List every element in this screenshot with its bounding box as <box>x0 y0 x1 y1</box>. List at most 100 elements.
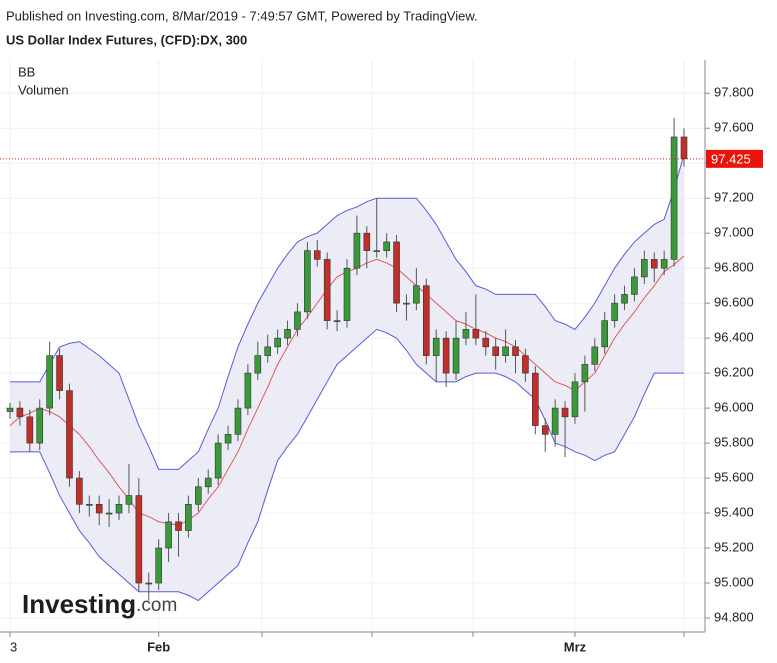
y-tick-label: 97.600 <box>714 120 754 135</box>
candle-body <box>333 320 341 322</box>
candle-body <box>313 250 321 260</box>
candle-body <box>403 302 410 305</box>
candle-body <box>502 346 509 356</box>
candle-body <box>432 337 440 356</box>
candle-body <box>115 504 123 514</box>
legend-item: Volumen <box>18 82 69 97</box>
chart-subtitle: Published on Investing.com, 8/Mar/2019 -… <box>6 8 478 23</box>
candle-body <box>680 136 688 160</box>
candle-body <box>591 346 599 365</box>
candle-body <box>16 407 24 418</box>
candle-body <box>284 329 291 339</box>
candle-body <box>393 241 400 304</box>
candle-body <box>36 407 44 444</box>
candle-body <box>304 250 311 313</box>
candle-body <box>413 285 420 304</box>
y-tick-label: 97.200 <box>714 190 754 205</box>
candle-body <box>442 337 450 374</box>
candle-body <box>541 425 549 435</box>
candle-body <box>224 434 232 444</box>
candle-body <box>46 355 53 409</box>
y-tick-label: 96.800 <box>714 260 754 275</box>
watermark-suffix: .com <box>136 595 177 616</box>
y-tick-label: 95.600 <box>714 470 754 485</box>
candle-body <box>462 329 470 339</box>
y-tick-label: 96.400 <box>714 330 754 345</box>
legend-item: BB <box>18 64 35 79</box>
candle-body <box>650 259 658 269</box>
candle-body <box>611 302 618 321</box>
y-tick-label: 96.000 <box>714 400 754 415</box>
x-tick-label: Feb <box>147 639 170 654</box>
candle-body <box>244 372 252 409</box>
candle-body <box>452 337 460 374</box>
plot-area <box>0 117 705 602</box>
band-upper <box>10 154 685 470</box>
y-tick-label: 96.600 <box>714 295 754 310</box>
candle-body <box>472 329 480 339</box>
candle-body <box>145 582 153 585</box>
y-tick-label: 95.200 <box>714 539 754 554</box>
candle-body <box>343 267 351 321</box>
y-tick-label: 94.800 <box>714 609 754 624</box>
candle-body <box>26 416 34 444</box>
candle-body <box>6 407 14 412</box>
watermark-main: Investing <box>22 589 136 619</box>
candle-body <box>125 495 133 505</box>
candle-body <box>660 259 668 269</box>
y-tick-label: 97.800 <box>714 85 754 100</box>
last-price-label: 97.425 <box>711 151 751 166</box>
y-tick-label: 95.000 <box>714 574 754 589</box>
chart-title: US Dollar Index Futures, (CFD):DX, 300 <box>6 32 247 47</box>
y-tick-label: 96.200 <box>714 365 754 380</box>
band-lower <box>10 328 684 602</box>
candle-body <box>95 504 103 514</box>
candle-body <box>155 547 162 584</box>
candle-body <box>264 346 272 356</box>
candle-body <box>551 407 559 435</box>
y-tick-label: 95.400 <box>714 504 754 519</box>
candle-body <box>670 136 678 260</box>
candle-body <box>195 486 202 505</box>
candle-body <box>492 346 499 356</box>
candle-body <box>522 355 529 374</box>
x-tick-label: 3 <box>10 639 17 654</box>
candle-body <box>76 477 83 505</box>
candle-body <box>66 390 73 479</box>
candle-body <box>621 294 628 304</box>
candle-body <box>532 372 539 426</box>
watermark: Investing.com <box>22 589 177 619</box>
candle-body <box>105 512 113 515</box>
candle-body <box>135 495 143 584</box>
candle-body <box>641 259 648 278</box>
candle-body <box>274 337 281 348</box>
candle-body <box>234 407 242 435</box>
candle-body <box>175 521 182 531</box>
candle-body <box>165 521 172 549</box>
y-tick-label: 95.800 <box>714 435 754 450</box>
y-tick-label: 97.000 <box>714 225 754 240</box>
candle-body <box>214 442 222 479</box>
candle-body <box>363 232 371 251</box>
candle-body <box>571 381 579 418</box>
candle-body <box>422 285 430 356</box>
candle-body <box>561 407 569 418</box>
x-ticks <box>261 632 685 637</box>
candle-body <box>601 320 609 348</box>
x-tick-label: Mrz <box>564 639 587 654</box>
candle-body <box>204 477 212 488</box>
candle-body <box>185 504 192 531</box>
candle-body <box>373 250 381 252</box>
candle-body <box>85 504 93 506</box>
last-price-box <box>706 149 763 168</box>
candle-body <box>512 346 519 356</box>
candle-body <box>383 241 390 251</box>
candle-body <box>581 364 589 383</box>
candle-body <box>254 355 262 374</box>
candle-body <box>323 259 331 321</box>
band-fill <box>10 154 684 601</box>
candle-body <box>294 311 301 330</box>
candle-body <box>353 232 361 269</box>
candle-body <box>631 276 638 295</box>
